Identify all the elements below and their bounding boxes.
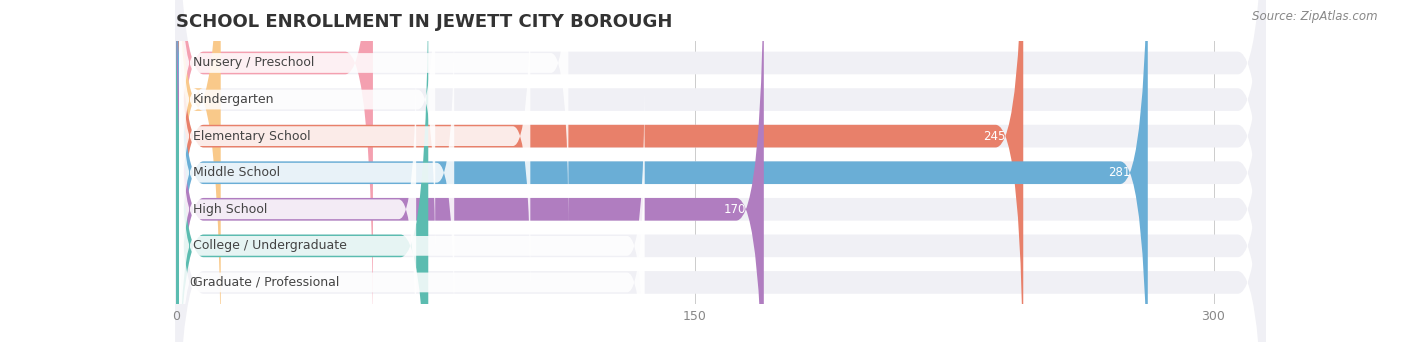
Text: 0: 0	[190, 276, 197, 289]
Text: 170: 170	[724, 203, 747, 216]
Text: 281: 281	[1108, 166, 1130, 179]
FancyBboxPatch shape	[179, 109, 644, 342]
Text: SCHOOL ENROLLMENT IN JEWETT CITY BOROUGH: SCHOOL ENROLLMENT IN JEWETT CITY BOROUGH	[176, 13, 672, 31]
Text: Elementary School: Elementary School	[193, 130, 311, 143]
FancyBboxPatch shape	[179, 73, 644, 342]
Text: Source: ZipAtlas.com: Source: ZipAtlas.com	[1253, 10, 1378, 23]
FancyBboxPatch shape	[176, 0, 763, 342]
FancyBboxPatch shape	[179, 0, 568, 236]
FancyBboxPatch shape	[176, 0, 1265, 342]
FancyBboxPatch shape	[179, 36, 416, 342]
FancyBboxPatch shape	[176, 0, 221, 342]
FancyBboxPatch shape	[176, 0, 429, 342]
Text: Kindergarten: Kindergarten	[193, 93, 274, 106]
Text: Graduate / Professional: Graduate / Professional	[193, 276, 339, 289]
FancyBboxPatch shape	[176, 0, 1265, 342]
FancyBboxPatch shape	[176, 0, 373, 342]
Text: College / Undergraduate: College / Undergraduate	[193, 239, 347, 252]
Text: High School: High School	[193, 203, 267, 216]
FancyBboxPatch shape	[176, 0, 1147, 342]
FancyBboxPatch shape	[176, 0, 1265, 342]
FancyBboxPatch shape	[176, 0, 1265, 342]
Text: Nursery / Preschool: Nursery / Preschool	[193, 56, 315, 69]
FancyBboxPatch shape	[179, 0, 436, 273]
Text: 245: 245	[984, 130, 1005, 143]
FancyBboxPatch shape	[179, 0, 530, 309]
Text: Middle School: Middle School	[193, 166, 280, 179]
FancyBboxPatch shape	[176, 1, 1265, 342]
FancyBboxPatch shape	[176, 0, 1024, 342]
FancyBboxPatch shape	[176, 0, 1265, 342]
FancyBboxPatch shape	[176, 0, 1265, 342]
FancyBboxPatch shape	[179, 0, 454, 342]
